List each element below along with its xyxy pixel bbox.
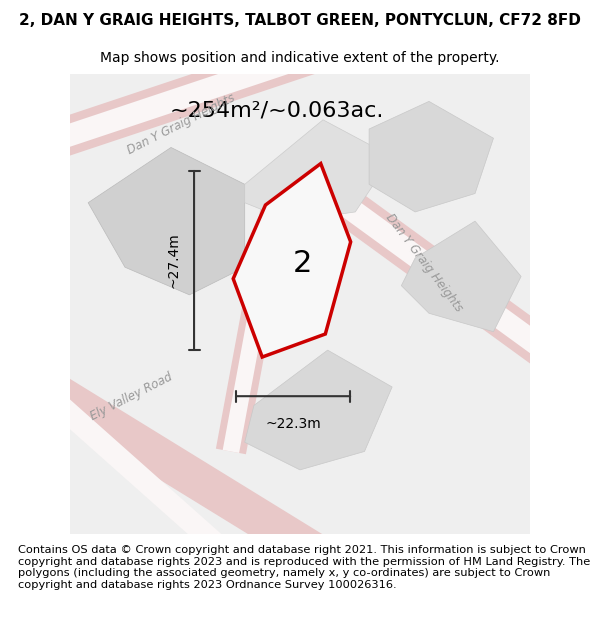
Text: Dan Y Graig Heights: Dan Y Graig Heights xyxy=(125,91,237,158)
Text: 2: 2 xyxy=(292,249,312,278)
Text: ~254m²/~0.063ac.: ~254m²/~0.063ac. xyxy=(170,101,384,121)
Polygon shape xyxy=(233,164,350,357)
Text: ~27.4m: ~27.4m xyxy=(166,232,181,288)
Text: Dan Y Graig Heights: Dan Y Graig Heights xyxy=(383,211,465,314)
Text: Ely Valley Road: Ely Valley Road xyxy=(88,370,175,423)
Polygon shape xyxy=(369,101,493,212)
Text: Contains OS data © Crown copyright and database right 2021. This information is : Contains OS data © Crown copyright and d… xyxy=(18,545,590,590)
Polygon shape xyxy=(401,221,521,332)
Text: Map shows position and indicative extent of the property.: Map shows position and indicative extent… xyxy=(100,51,500,64)
Polygon shape xyxy=(88,148,245,295)
Polygon shape xyxy=(245,120,392,221)
Text: ~22.3m: ~22.3m xyxy=(265,417,321,431)
Polygon shape xyxy=(245,350,392,470)
Text: 2, DAN Y GRAIG HEIGHTS, TALBOT GREEN, PONTYCLUN, CF72 8FD: 2, DAN Y GRAIG HEIGHTS, TALBOT GREEN, PO… xyxy=(19,13,581,28)
